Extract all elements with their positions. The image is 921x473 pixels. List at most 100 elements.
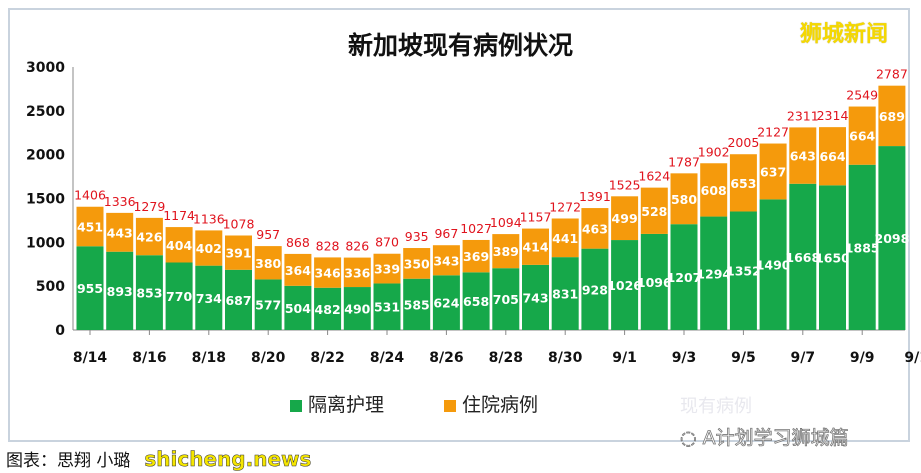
total-label: 2311 [787,108,819,123]
x-tick-label: 9/7 [790,350,815,366]
bar-value-label: 369 [463,249,489,264]
bar-value-label: 928 [582,282,608,297]
total-label: 1094 [490,215,522,230]
bar-hospital [135,217,163,256]
bar-hospital [165,227,193,263]
bar-hospital [551,218,579,258]
bar-value-label: 577 [255,298,281,313]
bar-value-label: 1294 [696,266,731,281]
bar-hospital [878,85,906,147]
total-label: 967 [434,226,458,241]
bar-isolation [492,268,520,330]
total-label: 868 [286,235,310,250]
bar-value-label: 504 [285,301,311,316]
bar-hospital [700,163,728,217]
bar-hospital [225,235,252,270]
total-label: 1174 [163,208,195,223]
x-tick-label: 8/26 [429,350,463,366]
bar-value-label: 580 [671,192,697,207]
total-label: 1787 [668,154,700,169]
bar-value-label: 346 [315,266,341,281]
bar-value-label: 637 [760,164,786,179]
total-label: 1336 [104,194,136,209]
y-tick-label: 3000 [26,60,65,76]
bar-hospital [432,245,460,276]
chart-title: 新加坡现有病例状况 [347,31,573,60]
ghost-label: 现有病例 [680,396,752,417]
legend-item-isolation: 隔离护理 [290,390,384,417]
total-label: 2127 [757,125,789,140]
x-tick-label: 8/20 [251,350,286,366]
bar-hospital [254,246,282,280]
bar-hospital [106,212,134,252]
caption-text: 图表：思翔 小璐 [6,451,131,471]
bar-value-label: 743 [522,290,548,305]
total-label: 1624 [638,169,670,184]
bar-isolation [670,224,698,330]
bar-value-label: 531 [374,300,400,315]
total-label: 1279 [133,199,165,214]
bar-value-label: 339 [374,262,400,277]
bar-isolation [106,251,134,330]
bar-value-label: 734 [196,291,222,306]
x-tick-label: 8/24 [370,350,405,366]
bar-value-label: 391 [225,246,251,261]
bar-value-label: 426 [136,230,162,245]
x-tick-label: 9/3 [672,350,697,366]
x-tick-label: 8/30 [548,350,583,366]
x-tick-label: 9/1 [612,350,637,366]
bar-value-label: 687 [225,293,251,308]
legend: 隔离护理 住院病例 [290,390,538,417]
watermark-logo: 狮城新闻 [800,22,889,47]
bar-value-label: 336 [344,265,370,280]
bar-value-label: 404 [166,238,192,253]
total-label: 2005 [727,135,759,150]
bar-hospital [195,230,223,266]
bar-value-label: 664 [819,149,845,164]
total-label: 870 [375,235,399,250]
bar-hospital [76,206,104,247]
total-label: 1902 [698,144,730,159]
bar-value-label: 853 [136,286,162,301]
bar-value-label: 1352 [726,264,761,279]
y-tick-label: 1500 [26,192,65,208]
total-label: 828 [316,238,340,253]
total-label: 2314 [817,108,849,123]
bar-hospital [611,196,639,241]
bar-value-label: 528 [641,204,667,219]
bar-isolation [729,211,757,330]
bar-hospital [462,239,490,273]
x-tick-label: 9/11 [904,350,921,366]
x-tick-label: 8/16 [132,350,166,366]
total-label: 1525 [609,177,641,192]
bar-value-label: 955 [77,281,103,296]
bar-hospital [640,187,668,234]
bar-isolation [225,269,252,330]
legend-label: 住院病例 [462,394,539,416]
bar-isolation [254,279,282,330]
bar-value-label: 689 [879,109,905,124]
bar-isolation [759,199,787,330]
bar-value-label: 380 [255,256,281,271]
total-label: 1136 [193,211,225,226]
bar-value-label: 1096 [637,275,672,290]
bar-isolation [432,275,460,330]
bar-isolation [135,255,163,330]
bar-value-label: 482 [315,302,341,317]
bar-isolation [640,233,668,330]
bar-value-label: 364 [285,263,311,278]
x-tick-label: 8/18 [192,350,226,366]
bar-hospital [284,253,312,286]
total-label: 1391 [579,189,611,204]
y-tick-label: 2500 [26,104,65,120]
bar-isolation [462,272,490,330]
bar-isolation [611,240,639,330]
bar-value-label: 414 [522,240,548,255]
bar-hospital [403,248,431,279]
bar-value-label: 1650 [815,251,850,266]
legend-swatch [444,399,457,412]
bar-value-label: 664 [849,129,875,144]
bar-isolation [878,146,906,330]
total-label: 2787 [876,67,908,82]
